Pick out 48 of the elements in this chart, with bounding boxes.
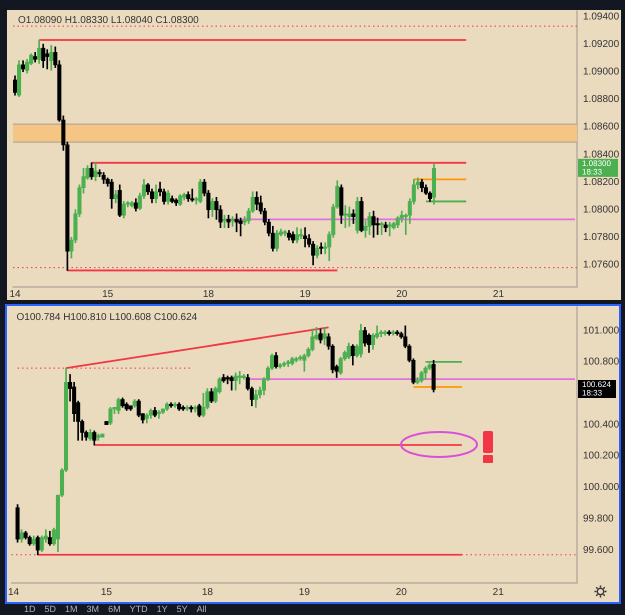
text: 18:33 (582, 167, 603, 176)
y-tick-label: 1.07800 (583, 232, 620, 244)
y-tick-label: 1.08000 (583, 204, 620, 216)
y-tick-label: 1.09400 (583, 11, 620, 22)
candlestick (230, 216, 235, 227)
y-tick-label: 1.08400 (583, 149, 620, 160)
x-tick-label: 14 (8, 586, 20, 598)
y-tick-label: 1.07600 (583, 260, 620, 271)
y-tick-label: 100.000 (583, 482, 620, 494)
x-tick-label: 18 (202, 288, 214, 300)
y-tick-label: 101.000 (583, 325, 620, 336)
y-tick-label: 1.09200 (583, 38, 620, 50)
y-tick-label: 1.09000 (583, 66, 620, 78)
x-tick-label: 15 (102, 288, 114, 300)
text: 1D (24, 604, 36, 615)
y-tick-label: 99.600 (583, 544, 614, 556)
x-tick-label: 18 (202, 586, 214, 598)
y-tick-label: 99.800 (583, 513, 614, 524)
text: 6M (108, 604, 121, 615)
x-tick-label: 15 (100, 586, 112, 598)
x-tick-label: 19 (300, 288, 312, 300)
text: 1Y (156, 604, 168, 615)
candlestick (303, 227, 308, 248)
text: All (196, 604, 207, 615)
text: 18:33 (582, 388, 603, 398)
text: 5D (44, 604, 56, 615)
text: 100.624 (582, 380, 612, 389)
y-tick-label: 100.800 (583, 356, 620, 368)
text: 1M (65, 604, 78, 615)
candlestick (222, 214, 227, 228)
x-tick-label: 14 (9, 288, 22, 300)
y-tick-label: 1.08200 (583, 176, 620, 188)
text: 1.08300 (582, 158, 612, 168)
annotation: O1.08090 H1.08330 L1.08040 C1.08300 (18, 14, 200, 26)
y-tick-label: 100.200 (583, 450, 620, 462)
x-tick-label: 19 (298, 586, 310, 598)
text: 5Y (176, 604, 188, 615)
text: 3M (86, 604, 100, 615)
text: YTD (130, 604, 148, 615)
annotation: O100.784 H100.810 L100.608 C100.624 (16, 312, 198, 323)
y-tick-label: 1.08800 (583, 94, 620, 106)
x-tick-label: 21 (492, 586, 504, 598)
x-tick-label: 21 (492, 288, 504, 300)
x-tick-label: 20 (396, 586, 408, 598)
candlestick (299, 228, 304, 240)
x-tick-label: 20 (396, 288, 408, 300)
y-tick-label: 1.08600 (583, 122, 620, 133)
y-tick-label: 100.400 (583, 419, 620, 430)
